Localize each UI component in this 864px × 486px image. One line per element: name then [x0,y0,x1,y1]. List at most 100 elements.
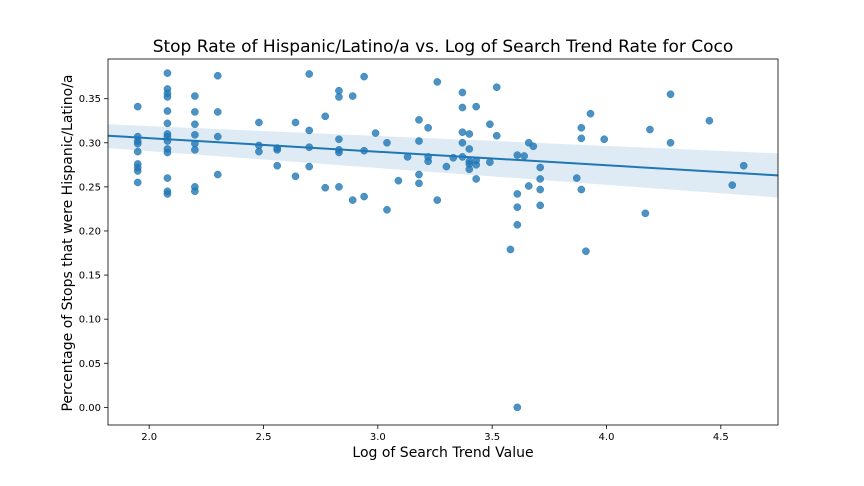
confidence-band [108,124,778,198]
data-point [415,116,423,124]
data-point [163,148,172,157]
data-point [335,183,343,191]
regression-line-layer [107,134,779,177]
data-point [348,92,357,100]
data-point [213,71,222,80]
data-point [472,160,481,169]
data-point [360,72,368,81]
data-point [486,158,494,167]
data-point [163,119,172,128]
y-tick-label: 0.25 [79,182,101,193]
data-point [415,170,423,179]
x-tick-label: 2.0 [141,432,157,443]
data-point [394,176,403,185]
data-point [536,185,545,194]
data-point [273,145,282,154]
data-point [458,88,467,97]
data-point [191,92,199,100]
data-point [458,138,467,147]
data-point [291,172,300,181]
x-tick-label: 4.0 [599,432,615,443]
data-point [383,138,391,147]
data-point [465,165,474,174]
data-point [641,209,650,218]
data-point [513,403,522,412]
data-point [255,118,263,127]
data-point [133,147,142,156]
data-point [133,139,142,148]
data-point [433,78,442,86]
y-tick-label: 0.20 [79,226,101,237]
data-point [666,90,675,99]
y-tick-label: 0.05 [79,359,101,370]
data-point [424,123,432,132]
x-tick-label: 3.0 [370,432,386,443]
data-point [348,196,357,204]
data-point [305,126,314,135]
data-point [728,181,737,189]
data-point [513,151,522,159]
data-point [458,103,467,112]
data-point [433,196,442,204]
data-point [133,167,142,175]
data-point [163,107,172,115]
y-tick-label: 0.00 [79,403,101,414]
data-point [739,161,748,170]
data-point [305,162,314,171]
data-point [536,163,545,172]
data-point [291,118,300,127]
data-point [305,70,314,78]
data-point [273,161,282,170]
confidence-band-layer [108,124,778,198]
data-point [321,112,330,121]
data-point [536,175,545,183]
data-point [705,116,714,125]
data-point [513,203,522,212]
data-point [383,205,391,214]
data-point [371,129,380,137]
data-point [582,247,590,256]
data-point [524,182,533,190]
data-point [191,187,199,196]
data-point [472,175,481,183]
data-point [163,190,172,198]
data-point [163,174,172,182]
data-point [335,93,343,101]
data-point [666,138,675,147]
data-point [335,135,343,144]
chart-title: Stop Rate of Hispanic/Latino/a vs. Log o… [153,37,734,57]
data-point [442,162,451,171]
axes-layer: 2.0 2.5 3.0 3.5 4.0 4.5 0.00 0.05 0.10 0.15 0.20 0.… [79,58,779,443]
data-point [465,145,474,153]
points-layer [133,69,748,412]
data-point [191,145,199,154]
y-tick-label: 0.30 [79,138,101,149]
data-point [577,123,586,132]
data-point [415,179,423,188]
data-point [424,157,432,166]
data-point [472,102,481,111]
data-point [213,132,222,141]
data-point [163,69,172,77]
regression-line [107,134,779,177]
x-axis-label: Log of Search Trend Value [352,445,533,461]
data-point [577,185,586,194]
data-point [213,170,222,179]
data-point [520,152,529,160]
data-point [415,137,423,145]
data-point [572,174,581,182]
data-point [577,134,586,143]
data-point [513,220,522,229]
plot-frame [107,58,779,426]
x-tick-label: 4.5 [713,432,729,443]
data-point [213,108,222,116]
data-point [536,201,545,210]
data-point [529,142,538,151]
data-point [513,190,522,198]
data-point [586,109,595,118]
data-point [191,130,199,139]
data-point [133,178,142,187]
data-point [360,192,368,201]
data-point [321,183,330,192]
